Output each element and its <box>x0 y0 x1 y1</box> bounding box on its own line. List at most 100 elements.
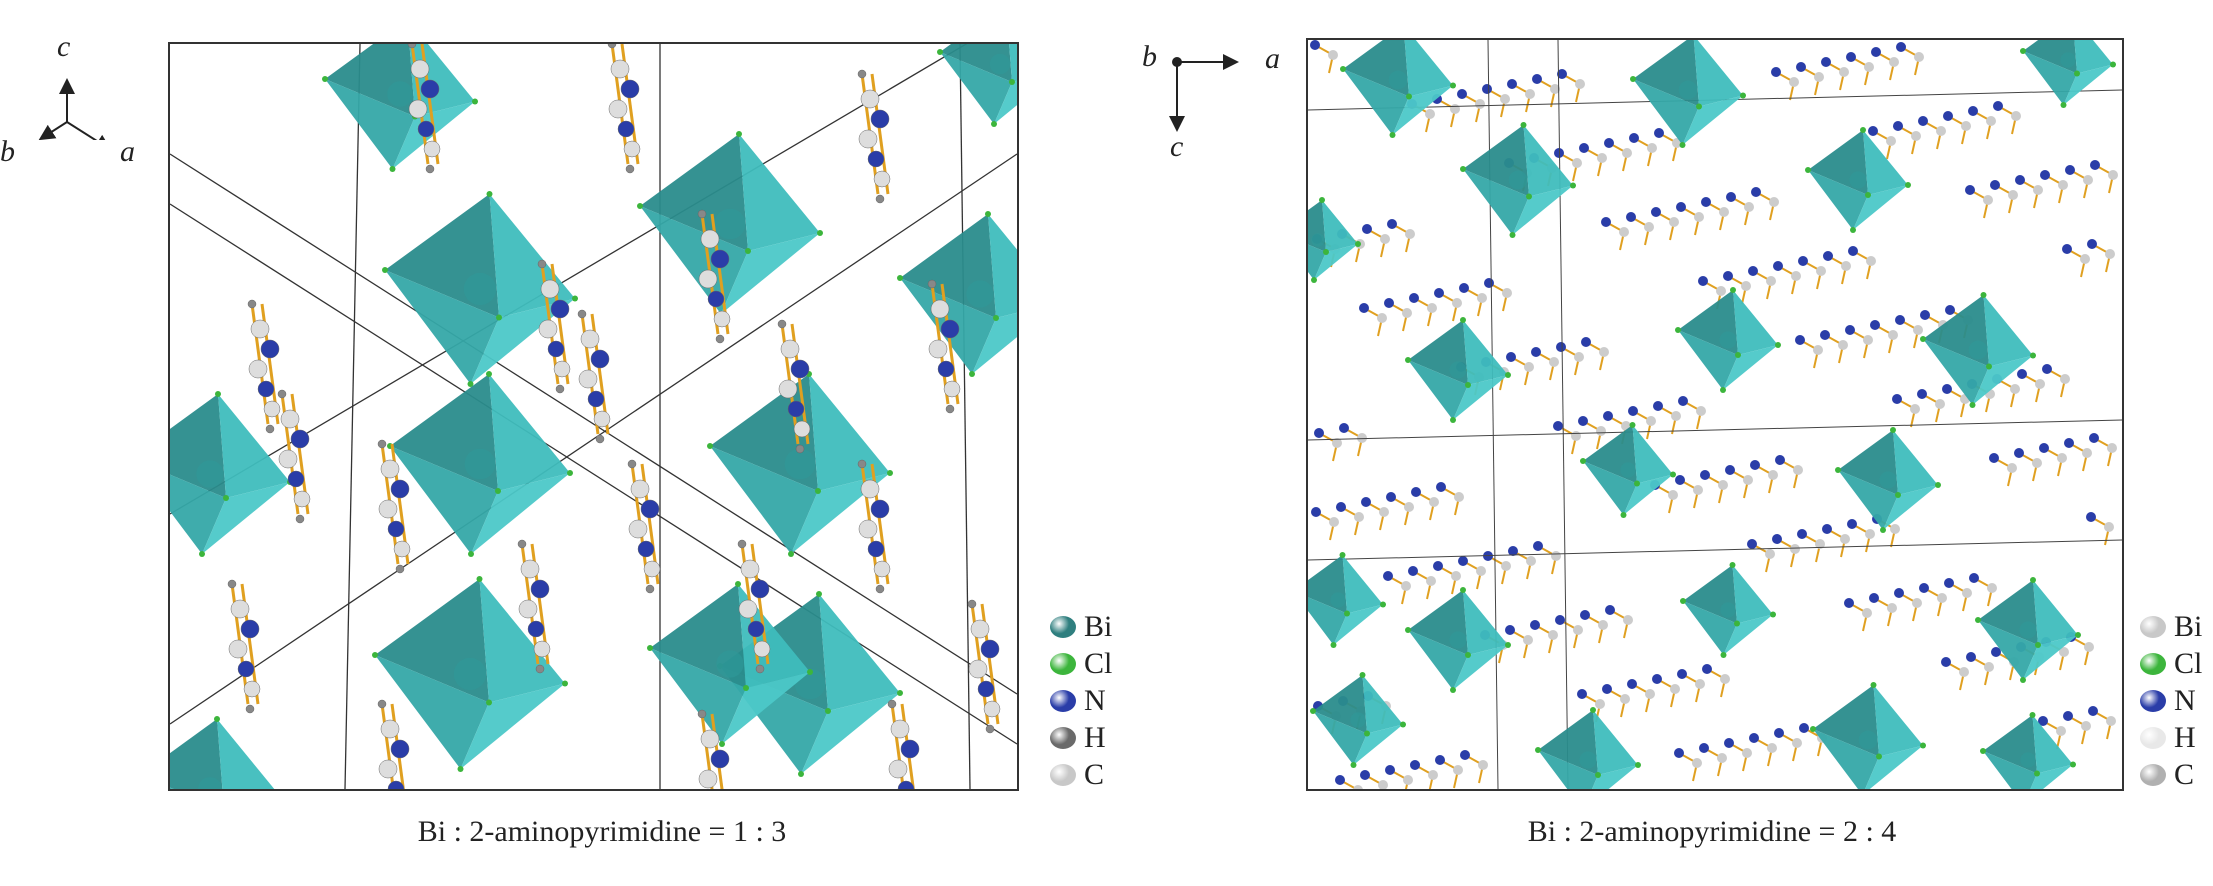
organic-network-fragment <box>2017 369 2045 403</box>
cl-atom <box>2030 577 2036 583</box>
cl-atom <box>1680 598 1686 604</box>
organic-network-fragment <box>1821 57 1849 91</box>
n-atom <box>1892 394 1902 404</box>
cl-atom <box>1450 417 1456 423</box>
cl-atom <box>1405 627 1411 633</box>
n-atom <box>2040 170 2050 180</box>
atom <box>628 519 648 539</box>
n-atom <box>1798 256 1808 266</box>
atom <box>977 680 995 698</box>
cl-atom <box>735 581 741 587</box>
c-atom <box>1863 335 1873 345</box>
legend-label: Bi <box>2174 609 2203 643</box>
cl-atom <box>1969 402 1976 408</box>
c-atom <box>1669 217 1679 227</box>
organic-network-fragment <box>1846 52 1874 86</box>
n-atom <box>1699 743 1709 753</box>
octahedron-face <box>2074 40 2113 74</box>
organic-network-fragment <box>2064 438 2092 472</box>
atom <box>555 384 565 394</box>
atom <box>700 229 720 249</box>
organic-network-fragment <box>1359 303 1387 337</box>
aminopyrimidine-molecule <box>857 69 891 204</box>
atom <box>858 519 878 539</box>
atom <box>377 439 387 449</box>
octahedron-face <box>1723 614 1773 655</box>
n-atom <box>1796 62 1806 72</box>
c-atom <box>1357 433 1367 443</box>
organic-network-fragment <box>1651 207 1679 241</box>
cl-atom <box>817 230 823 236</box>
octahedron-face <box>1308 244 1326 280</box>
atom <box>857 69 867 79</box>
n-atom <box>1917 389 1927 399</box>
cl-atom <box>199 551 205 557</box>
octahedron-face <box>1632 425 1673 484</box>
c-atom <box>1888 330 1898 340</box>
atom <box>900 739 920 759</box>
cl-atom <box>1905 182 1911 188</box>
bicl6-octahedron <box>1675 287 1781 393</box>
organic-network-fragment <box>1555 615 1583 649</box>
cl-atom <box>1729 562 1736 568</box>
cl-atom <box>1770 611 1776 618</box>
cl-atom <box>572 295 578 302</box>
cl-atom <box>1344 610 1350 617</box>
cl-atom <box>496 314 502 321</box>
cl-atom <box>1364 730 1370 737</box>
n-atom <box>2014 448 2024 458</box>
organic-network-fragment <box>1459 283 1487 317</box>
bi-atom <box>1968 340 1988 360</box>
octahedron-face <box>940 44 1012 82</box>
octahedron-face <box>1732 565 1773 624</box>
c-atom <box>1378 780 1388 789</box>
organic-network-fragment <box>1965 185 1993 219</box>
n-atom <box>2063 711 2073 721</box>
cl-atom <box>1880 527 1886 533</box>
c-atom <box>1452 298 1462 308</box>
octahedron-face <box>1538 750 1598 789</box>
c-atom <box>1548 630 1558 640</box>
n-atom <box>1869 593 1879 603</box>
cl-atom <box>897 275 903 281</box>
bicl6-octahedron <box>170 391 293 557</box>
cl-atom <box>1860 127 1866 133</box>
organic-network-fragment <box>1870 320 1898 354</box>
n-atom <box>1820 330 1830 340</box>
cl-atom <box>637 203 643 209</box>
n-atom <box>1845 325 1855 335</box>
atom <box>247 299 257 309</box>
organic-network-fragment <box>1384 298 1412 332</box>
axis-arrows-icon <box>1169 54 1239 132</box>
atom <box>698 269 718 289</box>
cl-atom <box>495 488 501 494</box>
bi-atom <box>2019 621 2037 639</box>
atom <box>795 444 805 454</box>
c-atom <box>1886 136 1896 146</box>
organic-network-fragment <box>1844 598 1872 632</box>
c-atom <box>2106 716 2116 726</box>
n-atom <box>1359 303 1369 313</box>
legend-label: Cl <box>1084 646 1113 680</box>
atom <box>945 404 955 414</box>
atom <box>625 164 635 174</box>
n-atom <box>1750 460 1760 470</box>
atom <box>230 599 250 619</box>
atom <box>873 560 891 578</box>
c-atom <box>1403 775 1413 785</box>
c-atom <box>1405 229 1415 239</box>
atom <box>753 640 771 658</box>
organic-network-fragment <box>1483 551 1511 585</box>
organic-network-fragment <box>1387 219 1415 253</box>
n-atom <box>1505 625 1515 635</box>
cl-atom <box>562 680 568 687</box>
c-atom <box>1478 760 1488 770</box>
n-atom <box>1601 217 1611 227</box>
c-atom <box>1572 158 1582 168</box>
octahedron-face <box>1333 604 1383 645</box>
organic-network-fragment <box>1797 529 1825 563</box>
atom <box>260 339 280 359</box>
octahedron-face <box>721 233 820 314</box>
cl-atom <box>223 495 229 501</box>
n-atom <box>1965 185 1975 195</box>
